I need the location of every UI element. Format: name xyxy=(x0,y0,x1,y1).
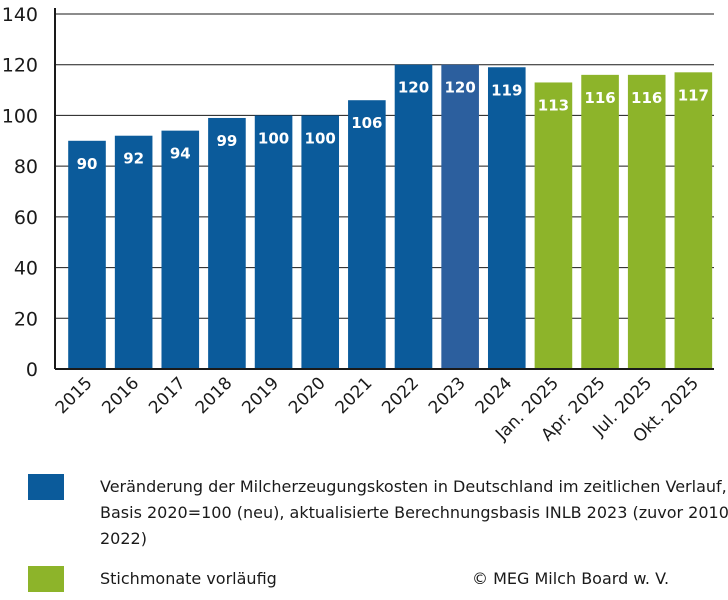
bar xyxy=(254,115,293,369)
bars xyxy=(68,64,713,370)
bar xyxy=(208,117,246,369)
bar xyxy=(534,82,573,369)
bar-value-label: 119 xyxy=(491,81,522,99)
y-tick-label: 60 xyxy=(14,207,38,229)
x-tick-label: 2021 xyxy=(332,373,377,418)
x-tick-label: 2017 xyxy=(145,373,190,418)
x-axis-ticks: 2015 2016 2017 2018 2019 2020 2021 2022 2023 2024… xyxy=(52,373,703,447)
bar-value-label: 116 xyxy=(584,89,615,107)
bar xyxy=(441,64,479,369)
y-tick-label: 120 xyxy=(2,55,38,77)
bar xyxy=(394,64,433,369)
bar-value-label: 120 xyxy=(398,79,429,97)
bar-value-label: 120 xyxy=(444,79,475,97)
y-tick-label: 80 xyxy=(14,156,38,178)
bar-value-label: 90 xyxy=(77,155,98,173)
y-axis-ticks: 0 20 40 60 80 100 120 140 xyxy=(2,4,38,381)
bar xyxy=(348,100,386,369)
bar xyxy=(301,115,340,369)
x-tick-label: 2018 xyxy=(192,373,237,418)
bar-value-label: 116 xyxy=(631,89,662,107)
bar xyxy=(487,67,526,369)
y-tick-label: 0 xyxy=(26,359,38,381)
legend-label-cost-change: Veränderung der Milcherzeugungskosten in… xyxy=(100,477,728,548)
bar xyxy=(581,74,619,369)
legend-item-provisional: Stichmonate vorläufig xyxy=(28,566,277,592)
bar xyxy=(627,74,666,369)
bar-value-label: 106 xyxy=(351,114,382,132)
bar-value-label: 92 xyxy=(123,150,144,168)
legend-swatch-green xyxy=(28,566,64,592)
bar-value-label: 113 xyxy=(538,96,569,114)
copyright-notice: © MEG Milch Board w. V. xyxy=(472,569,670,588)
bar xyxy=(674,72,713,370)
x-tick-label: 2022 xyxy=(378,373,423,418)
bar-value-label: 94 xyxy=(170,145,191,163)
bar-value-label: 117 xyxy=(678,86,709,104)
value-labels: 90 92 94 99 100 100 106 120 120 119 113 116 116 117 xyxy=(77,79,709,173)
bar xyxy=(68,140,106,369)
y-tick-label: 40 xyxy=(14,258,38,280)
y-tick-label: 100 xyxy=(2,105,38,127)
legend-swatch-blue xyxy=(28,474,64,500)
bar-value-label: 100 xyxy=(258,129,289,147)
bar xyxy=(161,130,200,369)
x-tick-label: 2019 xyxy=(238,373,283,418)
x-tick-label: 2020 xyxy=(285,373,330,418)
bar-value-label: 99 xyxy=(216,132,237,150)
legend-item-cost-change: Veränderung der Milcherzeugungskosten in… xyxy=(28,474,728,552)
y-tick-label: 140 xyxy=(2,4,38,26)
x-tick-label: 2023 xyxy=(425,373,470,418)
y-tick-label: 20 xyxy=(14,308,38,330)
bar xyxy=(114,135,153,369)
bar-value-label: 100 xyxy=(305,129,336,147)
legend-label-provisional: Stichmonate vorläufig xyxy=(100,569,277,588)
x-tick-label: 2016 xyxy=(98,373,143,418)
x-tick-label: 2015 xyxy=(52,373,97,418)
bar-chart: 0 20 40 60 80 100 120 140 90 92 94 99 100 100 106 120 1… xyxy=(2,4,714,447)
